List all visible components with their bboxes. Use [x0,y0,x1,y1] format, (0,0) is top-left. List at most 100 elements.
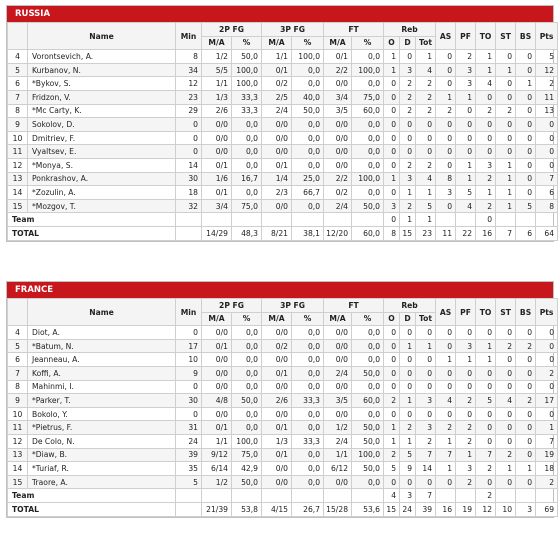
player-row: 7 Fridzon, V. 23 1/3 33,3 2/5 40,0 3/4 75,0 0 2 2 1 1… [7,89,559,105]
stat-fg2m: 0/0 [201,352,232,367]
stat-as: 0 [435,365,457,381]
stat-pf: 1 [455,157,477,173]
stat-tot: 1 [415,338,437,354]
player-number: 13 [7,447,28,463]
stat-as: 1 [435,433,457,449]
header-row: Name Min 2P FG 3P FG FT Reb AS PF TO ST BS Pts [7,21,559,51]
stat-fg3m: 0/1 [261,62,293,78]
header-d: D [399,311,417,327]
stat-to: 0 [475,89,497,105]
stat-st: 0 [495,433,517,449]
stat-fg3p: 0,0 [291,447,325,463]
total-tot: 23 [415,225,437,241]
empty-cell [351,212,385,227]
stat-pts: 19 [535,447,559,463]
player-number: 9 [7,393,28,408]
stat-fg3m: 0/0 [261,325,293,340]
stat-as: 0 [435,157,457,173]
stat-fg3m: 0/2 [261,76,293,91]
player-name: *Turiaf, R. [27,461,176,476]
stat-pts: 8 [535,198,559,214]
player-name: Vyaltsev, E. [27,144,176,159]
player-row: 5 *Batum, N. 17 0/1 0,0 0/2 0,0 0/0 0,0 0 1 1 0 3 1 2 2 0 [7,338,559,354]
stat-as: 0 [435,474,457,490]
total-ftm: 15/28 [323,501,353,517]
stat-ftp: 100,0 [351,171,385,187]
stat-as: 0 [435,117,457,132]
team-row-label: Team [7,212,176,227]
header-no [7,297,28,327]
stat-to: 2 [475,198,497,214]
empty-cell [515,212,537,227]
stat-fg2p: 0,0 [230,157,263,173]
empty-cell [201,488,232,503]
stat-bs: 0 [515,89,537,105]
stat-st: 1 [495,157,517,173]
stat-d: 3 [399,488,417,503]
stat-min: 30 [175,171,202,187]
header-ma: M/A [261,311,293,327]
stat-st: 0 [495,144,517,159]
stat-st: 1 [495,62,517,78]
stat-pts: 5 [535,49,559,64]
stat-bs: 0 [515,379,537,395]
player-name: *Monya, S. [27,157,176,173]
stat-fg2p: 50,0 [230,474,263,490]
stat-fg3p: 0,0 [291,144,325,159]
stat-fg2m: 2/6 [201,103,232,119]
stat-fg3m: 0/0 [261,406,293,422]
player-name: Fridzon, V. [27,89,176,105]
stat-fg2m: 0/0 [201,325,232,340]
stat-min: 0 [175,406,202,422]
total-pts: 69 [535,501,559,517]
header-2p-fg: 2P FG [200,298,263,313]
stat-min: 5 [175,474,202,490]
team-block-france: FRANCE Name Min 2P FG 3P FG FT Reb AS PF TO ST BS P… [6,281,559,518]
total-fg3m: 8/21 [261,225,293,241]
total-row: TOTAL 21/39 53,8 4/15 26,7 15/28 53,6 15 24 39 16 1… [7,501,559,517]
stat-fg3p: 0,0 [291,338,325,354]
player-number: 5 [7,338,28,354]
stat-bs: 0 [515,325,537,340]
stat-bs: 0 [515,406,537,422]
stat-tot: 3 [415,393,437,408]
player-name: *Batum, N. [27,338,176,354]
stat-ftm: 0/0 [323,352,353,367]
header-bs: BS [515,21,537,51]
stat-fg2m: 6/14 [201,461,232,476]
stat-bs: 0 [515,130,537,146]
empty-cell [435,488,457,503]
total-ftm: 12/20 [323,225,353,241]
stat-pf: 2 [455,49,477,64]
stat-bs: 0 [515,103,537,119]
stat-d: 3 [399,62,417,78]
stat-pf: 3 [455,62,477,78]
stat-min: 9 [175,365,202,381]
stat-ftm: 0/0 [323,406,353,422]
stat-pts: 6 [535,185,559,200]
stat-pf: 4 [455,198,477,214]
stat-pts: 0 [535,325,559,340]
stat-st: 0 [495,130,517,146]
stat-fg3p: 0,0 [291,62,325,78]
team-row: Team 4 3 7 2 [7,488,559,503]
stat-st: 0 [495,474,517,490]
stat-to: 0 [475,325,497,340]
stat-o: 0 [383,352,401,367]
stat-min: 24 [175,433,202,449]
total-fg3p: 38,1 [291,225,325,241]
stat-ftm: 2/4 [323,433,353,449]
stat-min: 31 [175,420,202,435]
total-o: 8 [383,225,401,241]
player-row: 7 Koffi, A. 9 0/0 0,0 0/1 0,0 2/4 50,0 0 0 0 0 0 0 0 0 2 [7,365,559,381]
stat-pts: 0 [535,144,559,159]
stat-fg3p: 0,0 [291,420,325,435]
stat-bs: 5 [515,198,537,214]
total-row: TOTAL 14/29 48,3 8/21 38,1 12/20 60,0 8 15 23 11 22… [7,225,559,241]
total-st: 7 [495,225,517,241]
stat-to: 2 [475,461,497,476]
stat-d: 2 [399,89,417,105]
stat-fg2p: 33,3 [230,103,263,119]
total-bs: 6 [515,225,537,241]
stat-fg3p: 40,0 [291,89,325,105]
